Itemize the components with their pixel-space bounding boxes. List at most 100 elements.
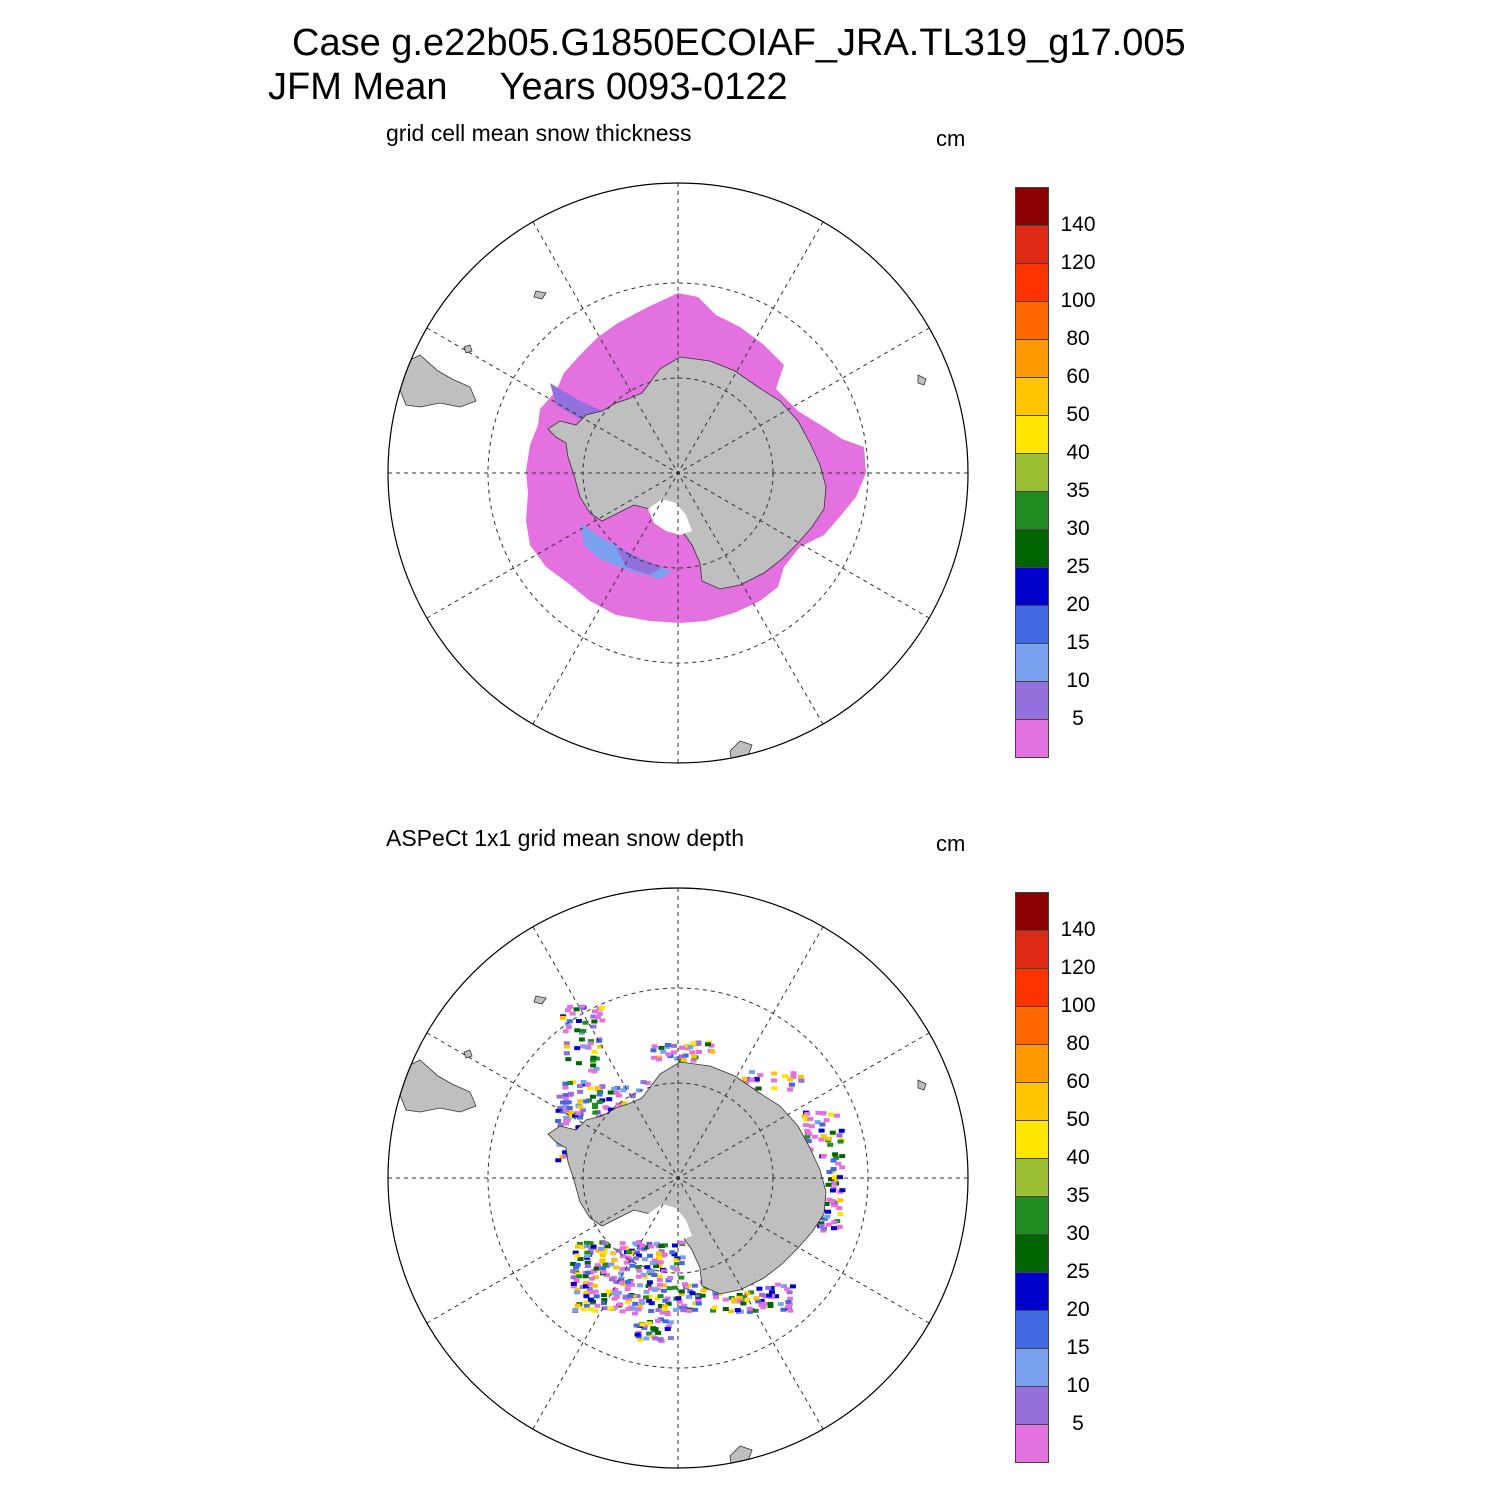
obs-cell <box>758 1299 765 1303</box>
obs-cell <box>787 1296 794 1301</box>
obs-cell <box>680 1308 687 1313</box>
obs-cell <box>583 1294 590 1299</box>
obs-cell <box>618 1271 625 1276</box>
obs-cell <box>806 1131 812 1136</box>
obs-cell <box>684 1043 690 1048</box>
obs-cell <box>826 1170 833 1174</box>
obs-cell <box>630 1306 637 1311</box>
obs-cell <box>587 1086 594 1091</box>
obs-cell <box>653 1260 660 1265</box>
obs-cell <box>577 1089 584 1094</box>
panel-1-title: grid cell mean snow thickness <box>386 120 692 146</box>
obs-cell <box>653 1264 660 1269</box>
obs-cell <box>650 1326 657 1331</box>
obs-cell <box>641 1257 648 1262</box>
obs-cell <box>665 1301 672 1306</box>
obs-cell <box>830 1158 837 1163</box>
obs-cell <box>570 1262 577 1266</box>
obs-cell <box>651 1258 658 1263</box>
obs-cell <box>565 1025 572 1030</box>
obs-cell <box>818 1137 825 1142</box>
colorbar-label: 120 <box>1060 251 1096 274</box>
colorbar-label: 5 <box>1072 707 1084 730</box>
obs-cell <box>590 1094 596 1099</box>
obs-cell <box>748 1290 754 1295</box>
meridian-150 <box>532 221 824 725</box>
obs-cell <box>837 1212 844 1216</box>
obs-cell <box>695 1298 702 1303</box>
obs-cell <box>762 1294 769 1299</box>
obs-cell <box>570 1284 577 1289</box>
obs-cell <box>834 1113 840 1118</box>
panel-1-polar-map <box>387 182 969 764</box>
obs-cell <box>597 1090 604 1094</box>
obs-cell <box>617 1280 624 1285</box>
obs-cell <box>760 1305 767 1310</box>
obs-cell <box>601 1301 607 1305</box>
obs-cell <box>682 1282 688 1287</box>
obs-cell <box>590 1058 596 1063</box>
obs-cell <box>574 1287 581 1292</box>
colorbar-label: 40 <box>1066 1146 1090 1169</box>
obs-cell <box>658 1045 665 1050</box>
obs-cell <box>832 1175 838 1180</box>
obs-cell <box>600 1270 607 1274</box>
obs-cell <box>639 1322 645 1327</box>
obs-cell <box>709 1049 716 1054</box>
obs-cell <box>643 1336 650 1341</box>
obs-cell <box>826 1197 833 1202</box>
obs-cell <box>658 1249 665 1254</box>
obs-cell <box>690 1041 697 1046</box>
obs-cell <box>572 1250 579 1255</box>
obs-cell <box>590 1024 597 1029</box>
obs-cell <box>639 1300 646 1305</box>
obs-cell <box>736 1295 743 1300</box>
obs-cell <box>632 1311 638 1316</box>
obs-cell <box>678 1292 685 1297</box>
colorbar-label: 80 <box>1066 327 1090 350</box>
obs-cell <box>580 1044 587 1049</box>
obs-cell <box>689 1050 696 1055</box>
obs-cell <box>766 1293 772 1298</box>
obs-cell <box>583 1304 590 1309</box>
obs-cell <box>555 1158 562 1163</box>
obs-cell <box>576 1084 583 1089</box>
obs-cell <box>583 1290 590 1295</box>
obs-cell <box>584 1254 591 1258</box>
obs-cell <box>589 1276 595 1281</box>
obs-cell <box>615 1248 622 1253</box>
obs-cell <box>611 1296 618 1301</box>
obs-cell <box>664 1327 671 1331</box>
obs-cell <box>612 1287 619 1292</box>
obs-cell <box>832 1155 839 1160</box>
obs-cell <box>647 1253 653 1258</box>
obs-cell <box>594 1086 601 1090</box>
obs-cell <box>839 1154 846 1159</box>
obs-cell <box>591 1049 598 1054</box>
colorbar-label: 20 <box>1066 1298 1090 1321</box>
obs-cell <box>740 1301 747 1306</box>
colorbar-swatch <box>1015 1348 1049 1387</box>
obs-cell <box>619 1246 626 1251</box>
colorbar-label: 100 <box>1060 994 1096 1017</box>
obs-cell <box>710 1308 717 1313</box>
colorbar-swatch <box>1015 1120 1049 1159</box>
obs-cell <box>573 1265 580 1270</box>
obs-cell <box>830 1203 837 1208</box>
obs-cell <box>562 1085 569 1090</box>
obs-cell <box>769 1290 775 1295</box>
obs-cell <box>657 1304 664 1308</box>
obs-cell <box>659 1310 666 1315</box>
obs-cell <box>611 1258 618 1263</box>
panel-1-colorbar <box>1015 187 1049 758</box>
obs-cell <box>562 1081 569 1086</box>
obs-cell <box>579 1285 586 1290</box>
obs-cell <box>635 1253 642 1258</box>
colorbar-swatch <box>1015 1234 1049 1273</box>
obs-cell <box>615 1093 622 1098</box>
obs-cell <box>563 1115 570 1120</box>
colorbar-swatch <box>1015 892 1049 931</box>
obs-cell <box>608 1262 615 1267</box>
obs-cell <box>582 1280 589 1285</box>
obs-cell <box>644 1081 651 1086</box>
